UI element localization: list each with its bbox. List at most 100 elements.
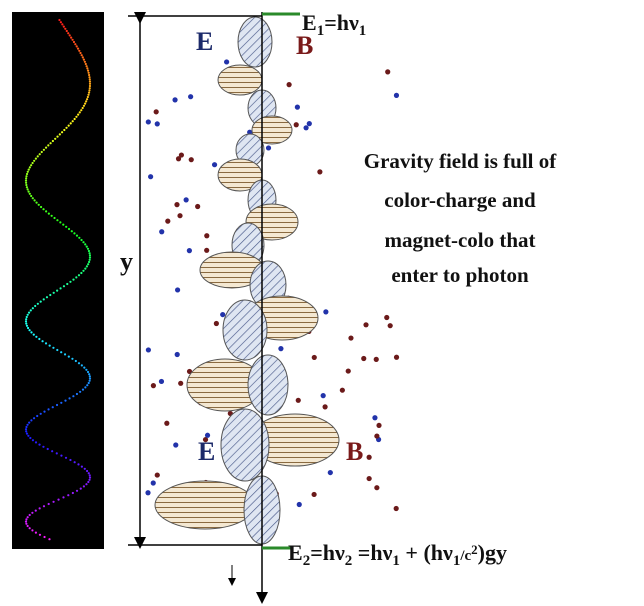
wave-dot (55, 452, 58, 455)
wave-dot (88, 252, 91, 255)
wave-dot (73, 232, 76, 235)
wave-dot (28, 513, 31, 517)
field-dot (376, 422, 382, 429)
wave-dot (31, 307, 34, 310)
wave-dot (83, 467, 86, 470)
wave-dot (82, 485, 86, 488)
wave-dot (70, 36, 73, 39)
wave-dot (43, 535, 46, 539)
wave-dot (73, 117, 76, 121)
wave-dot (24, 520, 28, 523)
wave-dot (44, 342, 48, 345)
wave-dot (44, 146, 48, 149)
wave-dot (34, 531, 37, 534)
wave-dot (81, 106, 84, 110)
field-dot (164, 420, 170, 426)
wave-dot (79, 51, 82, 55)
wave-dot (55, 403, 59, 407)
field-dot (278, 346, 284, 352)
wave-dot (67, 494, 70, 497)
wave-dot (32, 417, 36, 420)
wave-dot (62, 285, 66, 288)
field-dot (172, 97, 178, 103)
wave-dot (78, 111, 81, 114)
wave-dot (80, 238, 83, 242)
wave-dot (41, 340, 44, 343)
field-dot (150, 383, 156, 389)
wave-dot (75, 276, 78, 279)
field-dot (345, 368, 351, 374)
field-dot (366, 475, 372, 482)
wave-dot (52, 291, 55, 294)
wave-dot (59, 287, 62, 290)
wave-dot (36, 414, 39, 418)
wave-dot (77, 463, 80, 466)
field-dot (311, 354, 317, 361)
wave-dot (87, 91, 91, 94)
field-dot (361, 355, 367, 362)
wave-dot (72, 40, 76, 44)
wave-dot (34, 441, 38, 444)
wave-dot (60, 131, 64, 134)
wave-dot (51, 406, 54, 409)
b-label: B (296, 31, 313, 60)
wave-dot (40, 150, 43, 154)
field-dot (188, 157, 194, 163)
wave-dot (72, 395, 75, 398)
field-dot (150, 480, 156, 486)
wave-dot (62, 25, 65, 28)
field-dot (265, 145, 272, 151)
wave-dot (49, 142, 52, 145)
wave-dot (25, 183, 28, 187)
field-dot (296, 501, 302, 508)
wave-dot (88, 373, 91, 376)
field-dot (154, 121, 160, 127)
wave-dot (85, 368, 88, 371)
wave-dot (31, 161, 34, 165)
wave-dot (65, 126, 68, 129)
wave-dot (30, 419, 33, 422)
field-dot (286, 82, 292, 88)
wave-dot (80, 364, 83, 367)
wave (24, 18, 92, 541)
wave-dot (49, 293, 52, 297)
field-dot (174, 351, 180, 358)
field-dot (145, 490, 151, 496)
wave-dot (81, 388, 85, 391)
wave-dot (33, 199, 36, 202)
wave-dot (67, 227, 71, 231)
wave-dot (75, 489, 79, 492)
wave-dot (25, 177, 28, 180)
wave-dot (61, 23, 64, 26)
wave-dot (25, 322, 28, 325)
field-dot (204, 432, 211, 438)
wave-dot (27, 311, 31, 314)
wave-dot (87, 71, 90, 74)
field-dot (224, 59, 230, 65)
wave-dot (85, 469, 89, 473)
e-label: E (198, 437, 215, 466)
field-dot (202, 436, 209, 443)
field-dot (173, 442, 179, 448)
wave-dot (47, 144, 50, 147)
field-dot (306, 121, 312, 127)
field-dot (385, 69, 391, 75)
wave-dot (85, 483, 88, 486)
field-dot (204, 247, 210, 253)
wave-dot (75, 45, 78, 48)
wave-dot (48, 344, 51, 347)
wave-dot (77, 274, 81, 277)
wave-dot (46, 447, 49, 451)
wave-dot (25, 425, 28, 429)
wave-dot (88, 84, 92, 88)
wave-dot (85, 245, 88, 248)
field-dot (153, 109, 159, 115)
wave-dot (30, 331, 33, 334)
wave-dot (87, 263, 90, 266)
wave-dot (26, 326, 30, 330)
wave-dot (51, 139, 54, 143)
wave-dot (38, 153, 41, 156)
wave-dot (26, 423, 29, 426)
wave-dot (86, 384, 89, 387)
